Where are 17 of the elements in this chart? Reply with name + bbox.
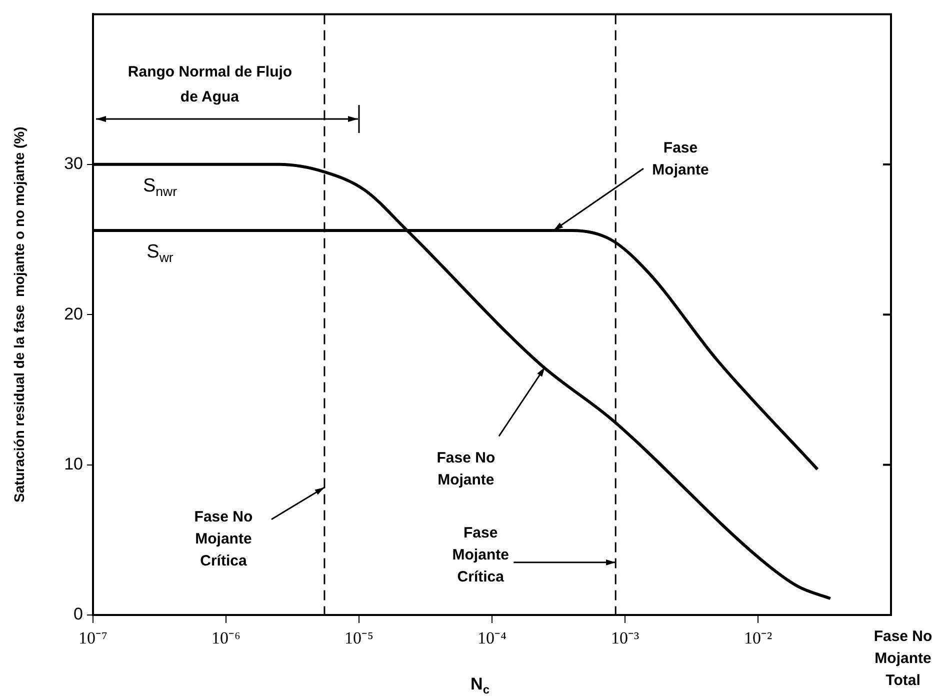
y-axis-title: Saturación residual de la fase mojante o no mojante (%) bbox=[10, 126, 27, 502]
y-tick-label: 20 bbox=[64, 304, 83, 324]
x-tick-label: 10⁻² bbox=[744, 628, 772, 648]
text: Fase No Mojante Total bbox=[874, 628, 932, 690]
x-tick-label: 10⁻⁷ bbox=[78, 628, 108, 648]
annotation: Fase Mojante bbox=[652, 140, 709, 179]
x-tick-label: 10⁻³ bbox=[610, 628, 640, 648]
x-tick-label: 10⁻⁶ bbox=[212, 628, 241, 648]
annotation: Fase No Mojante bbox=[436, 449, 496, 488]
x-tick-label: 10⁻⁵ bbox=[344, 628, 374, 648]
x-tick-label: 10⁻⁴ bbox=[478, 628, 507, 648]
y-tick-label: 10 bbox=[64, 454, 83, 474]
y-tick-label: 30 bbox=[64, 154, 83, 174]
annotation: Rango Normal de Flujo de Agua bbox=[128, 63, 292, 106]
y-tick-label: 0 bbox=[74, 604, 83, 624]
annotation: Fase No Mojante Crítica bbox=[194, 508, 253, 570]
annotation: Fase Mojante Crítica bbox=[452, 524, 509, 586]
